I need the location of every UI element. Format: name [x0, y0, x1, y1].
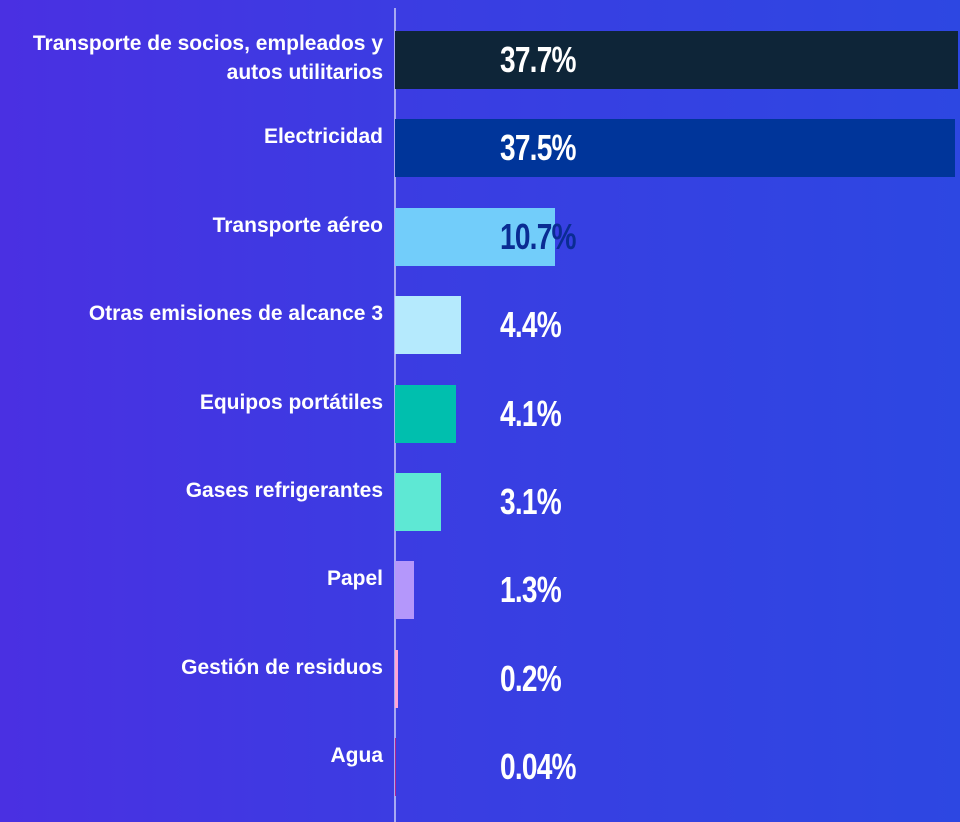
- bar: [395, 649, 398, 708]
- category-label: Agua: [330, 744, 384, 768]
- bar: [395, 31, 958, 89]
- category-label: Gases refrigerantes: [185, 479, 383, 502]
- bar: [395, 561, 415, 620]
- value-label: 10.7%: [500, 215, 577, 257]
- value-label: 0.2%: [500, 657, 562, 699]
- category-label: Otras emisiones de alcance 3: [88, 302, 383, 326]
- value-label: 4.1%: [500, 392, 562, 434]
- category-label: Electricidad: [263, 125, 383, 149]
- bar: [395, 119, 955, 178]
- value-label: 1.3%: [500, 569, 562, 611]
- category-label: Transporte aéreo: [212, 213, 383, 237]
- value-label: 0.04%: [500, 746, 577, 788]
- value-label: 3.1%: [500, 481, 562, 522]
- bar: [395, 473, 442, 531]
- bar: [395, 738, 396, 797]
- bar: [395, 296, 461, 355]
- value-label: 37.7%: [500, 39, 577, 80]
- bar: [395, 207, 555, 266]
- category-label: Papel: [326, 567, 383, 591]
- category-label: Equipos portátiles: [199, 390, 383, 414]
- category-label: Gestión de residuos: [181, 655, 383, 679]
- bar: [395, 384, 457, 443]
- category-label: Transporte de socios, empleados y autos …: [32, 32, 383, 84]
- value-label: 4.4%: [500, 304, 562, 346]
- value-label: 37.5%: [500, 127, 577, 169]
